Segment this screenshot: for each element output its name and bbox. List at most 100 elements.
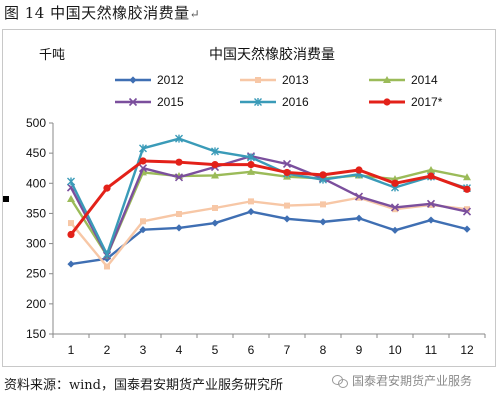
data-point bbox=[174, 173, 184, 182]
x-tick-label: 7 bbox=[284, 343, 291, 357]
figure-caption: 图 14 中国天然橡胶消费量↵ bbox=[4, 2, 200, 23]
x-tick-label: 12 bbox=[460, 343, 474, 357]
data-point bbox=[175, 158, 183, 166]
y-tick-label: 200 bbox=[26, 297, 46, 311]
data-point bbox=[392, 206, 398, 213]
chart-plot-area bbox=[66, 134, 472, 270]
legend-label: 2012 bbox=[157, 73, 184, 87]
x-tick-label: 10 bbox=[388, 343, 402, 357]
data-point bbox=[67, 194, 75, 202]
data-point bbox=[427, 166, 435, 174]
chart-panel: 千吨 中国天然橡胶消费量 2012 2013 2014 2015 2016 2017* 1… bbox=[2, 29, 496, 367]
chart-legend: 2012 2013 2014 2015 2016 2017* bbox=[115, 73, 443, 109]
y-tick-label: 500 bbox=[26, 116, 46, 130]
x-tick-label: 9 bbox=[356, 343, 363, 357]
data-point bbox=[463, 173, 471, 181]
data-point bbox=[67, 177, 75, 186]
data-point bbox=[103, 250, 111, 259]
data-point bbox=[68, 220, 74, 227]
legend-marker bbox=[255, 77, 261, 83]
data-point bbox=[175, 224, 183, 232]
legend-item: 2016 bbox=[240, 95, 309, 109]
legend-marker bbox=[128, 97, 138, 107]
data-point bbox=[103, 184, 111, 192]
legend-label: 2017* bbox=[411, 95, 443, 109]
data-point bbox=[67, 260, 75, 268]
source-note: 资料来源：wind，国泰君安期货产业服务研究所 bbox=[4, 378, 283, 393]
data-point bbox=[212, 205, 218, 212]
data-point bbox=[139, 144, 147, 153]
data-point bbox=[175, 134, 183, 143]
y-tick-label: 400 bbox=[26, 176, 46, 190]
x-tick-label: 4 bbox=[176, 343, 183, 357]
legend-item: 2015 bbox=[115, 95, 184, 109]
consumption-line-chart: 千吨 中国天然橡胶消费量 2012 2013 2014 2015 2016 2017* 1… bbox=[26, 46, 486, 357]
y-tick-label: 350 bbox=[26, 206, 46, 220]
x-tick-label: 3 bbox=[140, 343, 147, 357]
series-2017 bbox=[67, 157, 471, 239]
x-tick-label: 11 bbox=[425, 343, 438, 357]
figure-caption-text: 图 14 中国天然橡胶消费量 bbox=[4, 4, 190, 22]
data-point bbox=[391, 226, 399, 234]
data-point bbox=[463, 185, 471, 193]
data-point bbox=[355, 214, 363, 222]
data-point bbox=[140, 218, 146, 225]
data-point bbox=[319, 218, 327, 226]
data-point bbox=[355, 166, 363, 174]
data-point bbox=[319, 171, 327, 179]
data-point bbox=[427, 172, 435, 180]
legend-label: 2015 bbox=[157, 95, 184, 109]
series-line bbox=[70, 210, 468, 266]
legend-marker bbox=[383, 76, 391, 83]
wechat-icon bbox=[332, 374, 348, 388]
data-point bbox=[139, 157, 147, 165]
legend-label: 2016 bbox=[282, 95, 309, 109]
data-point bbox=[211, 147, 219, 156]
data-point bbox=[247, 160, 255, 169]
legend-label: 2013 bbox=[282, 73, 309, 87]
data-point bbox=[391, 179, 399, 187]
y-tick-label: 150 bbox=[26, 327, 46, 341]
chart-title: 中国天然橡胶消费量 bbox=[209, 46, 335, 62]
data-point bbox=[211, 171, 219, 179]
bullet-marker bbox=[3, 196, 9, 202]
data-point bbox=[320, 201, 326, 208]
series-line bbox=[69, 159, 468, 236]
watermark-text: 国泰君安期货产业服务 bbox=[352, 374, 473, 388]
paragraph-mark-icon: ↵ bbox=[189, 7, 201, 21]
legend-item: 2013 bbox=[240, 73, 309, 87]
legend-item: 2017* bbox=[369, 95, 443, 109]
y-tick-label: 450 bbox=[26, 146, 46, 160]
data-point bbox=[139, 226, 147, 234]
legend-label: 2014 bbox=[411, 73, 438, 87]
series-2012 bbox=[67, 208, 471, 268]
data-point bbox=[462, 207, 472, 216]
data-point bbox=[284, 202, 290, 209]
data-point bbox=[248, 198, 254, 205]
data-point bbox=[247, 153, 255, 162]
data-point bbox=[138, 164, 148, 173]
data-point bbox=[282, 159, 292, 169]
legend-marker bbox=[254, 98, 262, 106]
x-tick-label: 5 bbox=[212, 343, 219, 357]
data-point bbox=[247, 167, 255, 175]
series-line bbox=[69, 168, 468, 257]
data-point bbox=[247, 208, 255, 216]
legend-marker bbox=[383, 98, 391, 106]
data-point bbox=[104, 263, 110, 270]
data-point bbox=[211, 219, 219, 227]
y-tick-label: 300 bbox=[26, 237, 46, 251]
data-point bbox=[283, 215, 291, 223]
data-point bbox=[67, 230, 75, 239]
data-point bbox=[426, 199, 436, 208]
data-point bbox=[354, 192, 364, 201]
series-line bbox=[70, 196, 468, 268]
data-point bbox=[283, 168, 291, 177]
data-point bbox=[211, 160, 219, 169]
legend-item: 2014 bbox=[369, 73, 438, 87]
x-tick-label: 1 bbox=[68, 343, 75, 357]
data-point bbox=[390, 203, 400, 212]
x-tick-label: 8 bbox=[320, 343, 327, 357]
legend-item: 2012 bbox=[115, 73, 184, 87]
watermark: 国泰君安期货产业服务 bbox=[332, 372, 472, 389]
